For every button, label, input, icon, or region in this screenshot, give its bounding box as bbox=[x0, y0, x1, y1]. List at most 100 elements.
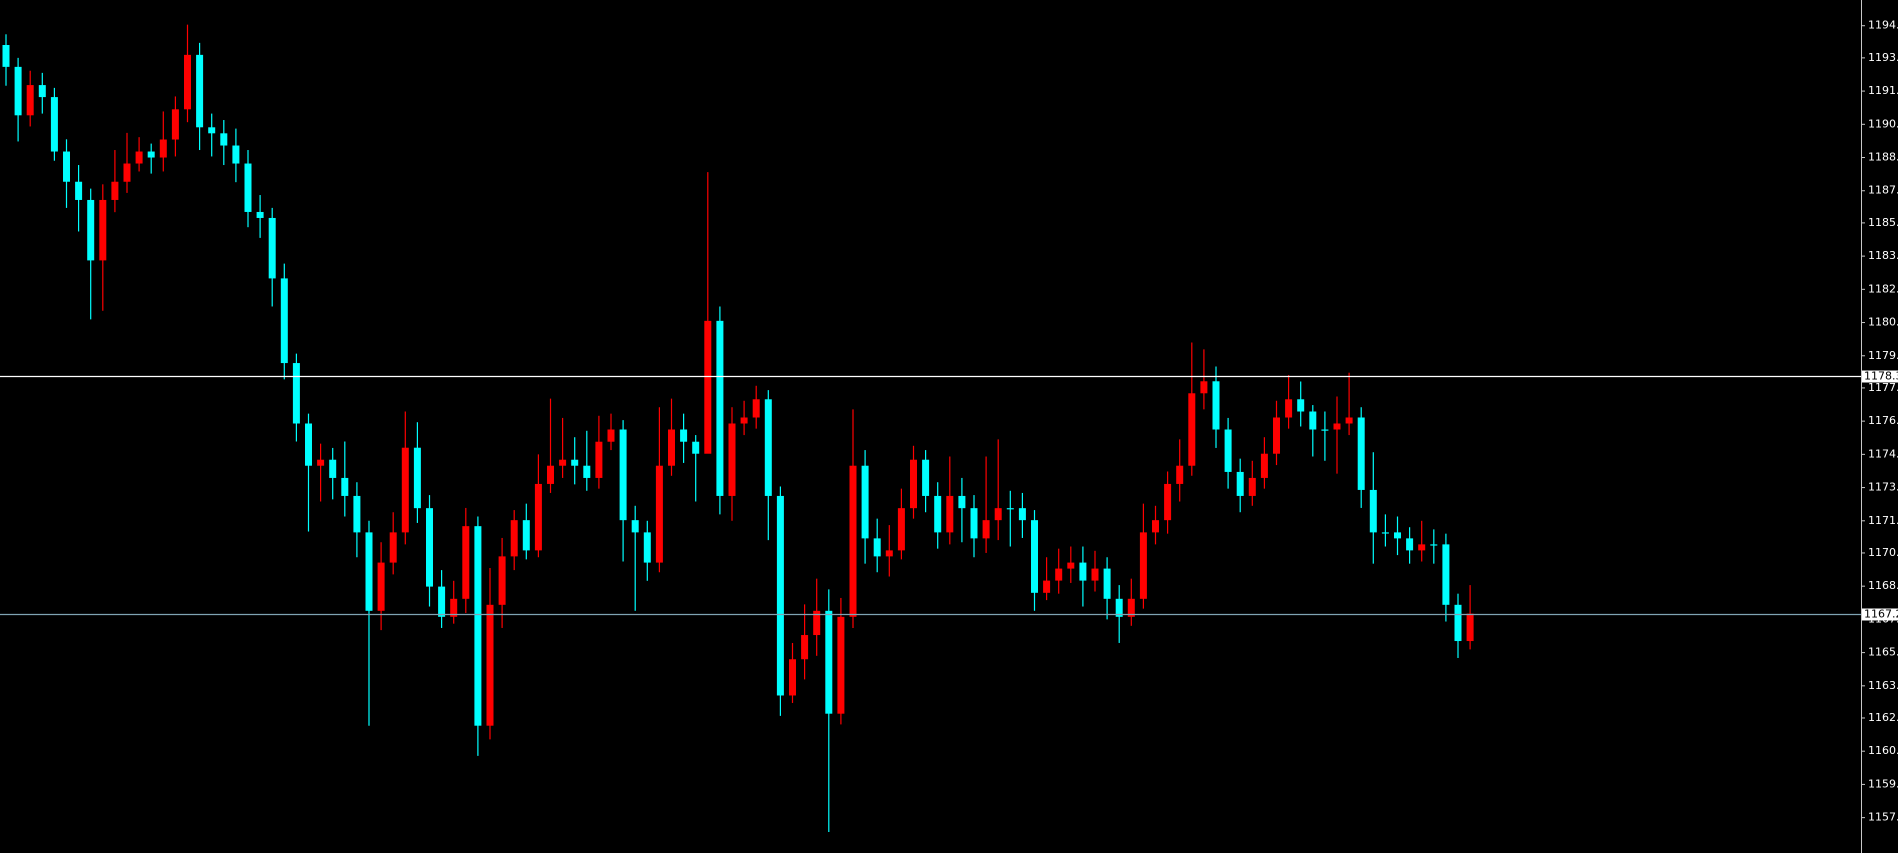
y-tick-label: 1191.65 bbox=[1868, 84, 1898, 97]
candle-body bbox=[99, 199, 107, 261]
candle-body bbox=[244, 163, 252, 212]
candle-body bbox=[329, 459, 337, 478]
candle-body bbox=[1091, 568, 1099, 581]
candle-body bbox=[426, 508, 433, 587]
candle-body bbox=[171, 109, 179, 140]
candle-body bbox=[873, 538, 881, 557]
candle-body bbox=[716, 320, 724, 496]
candle-body bbox=[740, 417, 748, 424]
candle-body bbox=[147, 151, 155, 158]
candle-body bbox=[692, 441, 700, 454]
candle-body bbox=[401, 447, 409, 533]
candle-body bbox=[280, 278, 288, 364]
candle-body bbox=[1454, 604, 1462, 642]
candle-body bbox=[1139, 532, 1147, 599]
candle-body bbox=[776, 495, 784, 696]
candle-body bbox=[413, 447, 421, 509]
price-level-label: 1167.27 bbox=[1864, 608, 1898, 621]
candle-body bbox=[631, 520, 639, 533]
candle-body bbox=[885, 550, 893, 557]
candle-body bbox=[946, 495, 954, 533]
candle-body bbox=[1152, 520, 1159, 533]
candle-body bbox=[184, 54, 191, 110]
candle-body bbox=[389, 532, 397, 563]
candle-body bbox=[1018, 508, 1026, 521]
candle-body bbox=[232, 145, 240, 164]
candle-body bbox=[292, 363, 300, 424]
y-tick-label: 1180.85 bbox=[1868, 316, 1898, 329]
y-tick-label: 1170.10 bbox=[1868, 546, 1898, 559]
candle-body bbox=[1115, 598, 1123, 617]
y-tick-label: 1190.10 bbox=[1868, 117, 1898, 130]
y-tick-label: 1179.30 bbox=[1868, 349, 1898, 362]
candle-body bbox=[341, 477, 349, 496]
candle-body bbox=[1043, 580, 1051, 593]
candle-body bbox=[462, 526, 470, 599]
candle-body bbox=[837, 616, 845, 714]
candle-body bbox=[87, 199, 95, 261]
candle-body bbox=[1260, 453, 1268, 478]
y-tick-label: 1194.70 bbox=[1868, 19, 1898, 32]
candle-body bbox=[1406, 538, 1414, 551]
candle-body bbox=[1321, 429, 1329, 431]
y-tick-label: 1177.80 bbox=[1868, 381, 1898, 394]
candle-body bbox=[486, 604, 494, 726]
candle-body bbox=[813, 610, 821, 636]
y-tick-label: 1187.00 bbox=[1868, 184, 1898, 197]
candle-body bbox=[268, 217, 276, 279]
y-tick-label: 1165.45 bbox=[1868, 646, 1898, 659]
price-level-box bbox=[1862, 608, 1898, 621]
y-tick-label: 1176.25 bbox=[1868, 414, 1898, 427]
candle-body bbox=[595, 441, 603, 478]
candle-body bbox=[704, 320, 712, 454]
candle-body bbox=[135, 151, 143, 164]
candle-body bbox=[208, 127, 216, 134]
candle-body bbox=[607, 429, 615, 442]
candle-body bbox=[1297, 399, 1305, 412]
y-tick-label: 1171.60 bbox=[1868, 514, 1898, 527]
candle-body bbox=[450, 598, 458, 617]
candle-body bbox=[1357, 417, 1365, 490]
candle-body bbox=[196, 54, 204, 128]
candle-body bbox=[353, 495, 361, 533]
candle-body bbox=[825, 610, 833, 714]
y-tick-label: 1160.85 bbox=[1868, 744, 1898, 757]
candle-body bbox=[534, 483, 542, 551]
candle-body bbox=[897, 508, 905, 551]
candle-body bbox=[680, 429, 688, 442]
candle-body bbox=[377, 562, 385, 611]
y-tick-label: 1183.95 bbox=[1868, 249, 1898, 262]
y-tick-label: 1182.40 bbox=[1868, 282, 1898, 295]
candle-body bbox=[1164, 483, 1172, 521]
candle-body bbox=[1224, 429, 1232, 472]
candle-body bbox=[668, 429, 675, 466]
candle-body bbox=[365, 532, 373, 611]
candle-body bbox=[559, 459, 567, 466]
candle-body bbox=[861, 465, 869, 539]
y-tick-label: 1168.55 bbox=[1868, 579, 1898, 592]
candle-body bbox=[958, 495, 966, 509]
candle-body bbox=[934, 495, 942, 533]
y-tick-label: 1159.30 bbox=[1868, 777, 1898, 790]
candle-body bbox=[752, 399, 760, 418]
y-tick-label: 1163.90 bbox=[1868, 679, 1898, 692]
candle-body bbox=[1466, 613, 1474, 642]
candle-body bbox=[547, 465, 554, 484]
candle-body bbox=[1442, 544, 1450, 605]
candle-body bbox=[910, 459, 917, 509]
candle-body bbox=[789, 659, 796, 696]
candle-body bbox=[1273, 417, 1280, 454]
candle-body bbox=[922, 459, 930, 496]
candle-body bbox=[1103, 568, 1111, 599]
candle-body bbox=[522, 520, 530, 551]
y-tick-label: 1185.50 bbox=[1868, 216, 1898, 229]
candle-body bbox=[801, 635, 809, 660]
candle-body bbox=[728, 423, 736, 496]
y-tick-label: 1173.15 bbox=[1868, 481, 1898, 494]
candle-body bbox=[1236, 471, 1244, 496]
candle-body bbox=[1067, 562, 1075, 569]
candle-body bbox=[75, 181, 83, 200]
candle-body bbox=[1430, 544, 1438, 546]
